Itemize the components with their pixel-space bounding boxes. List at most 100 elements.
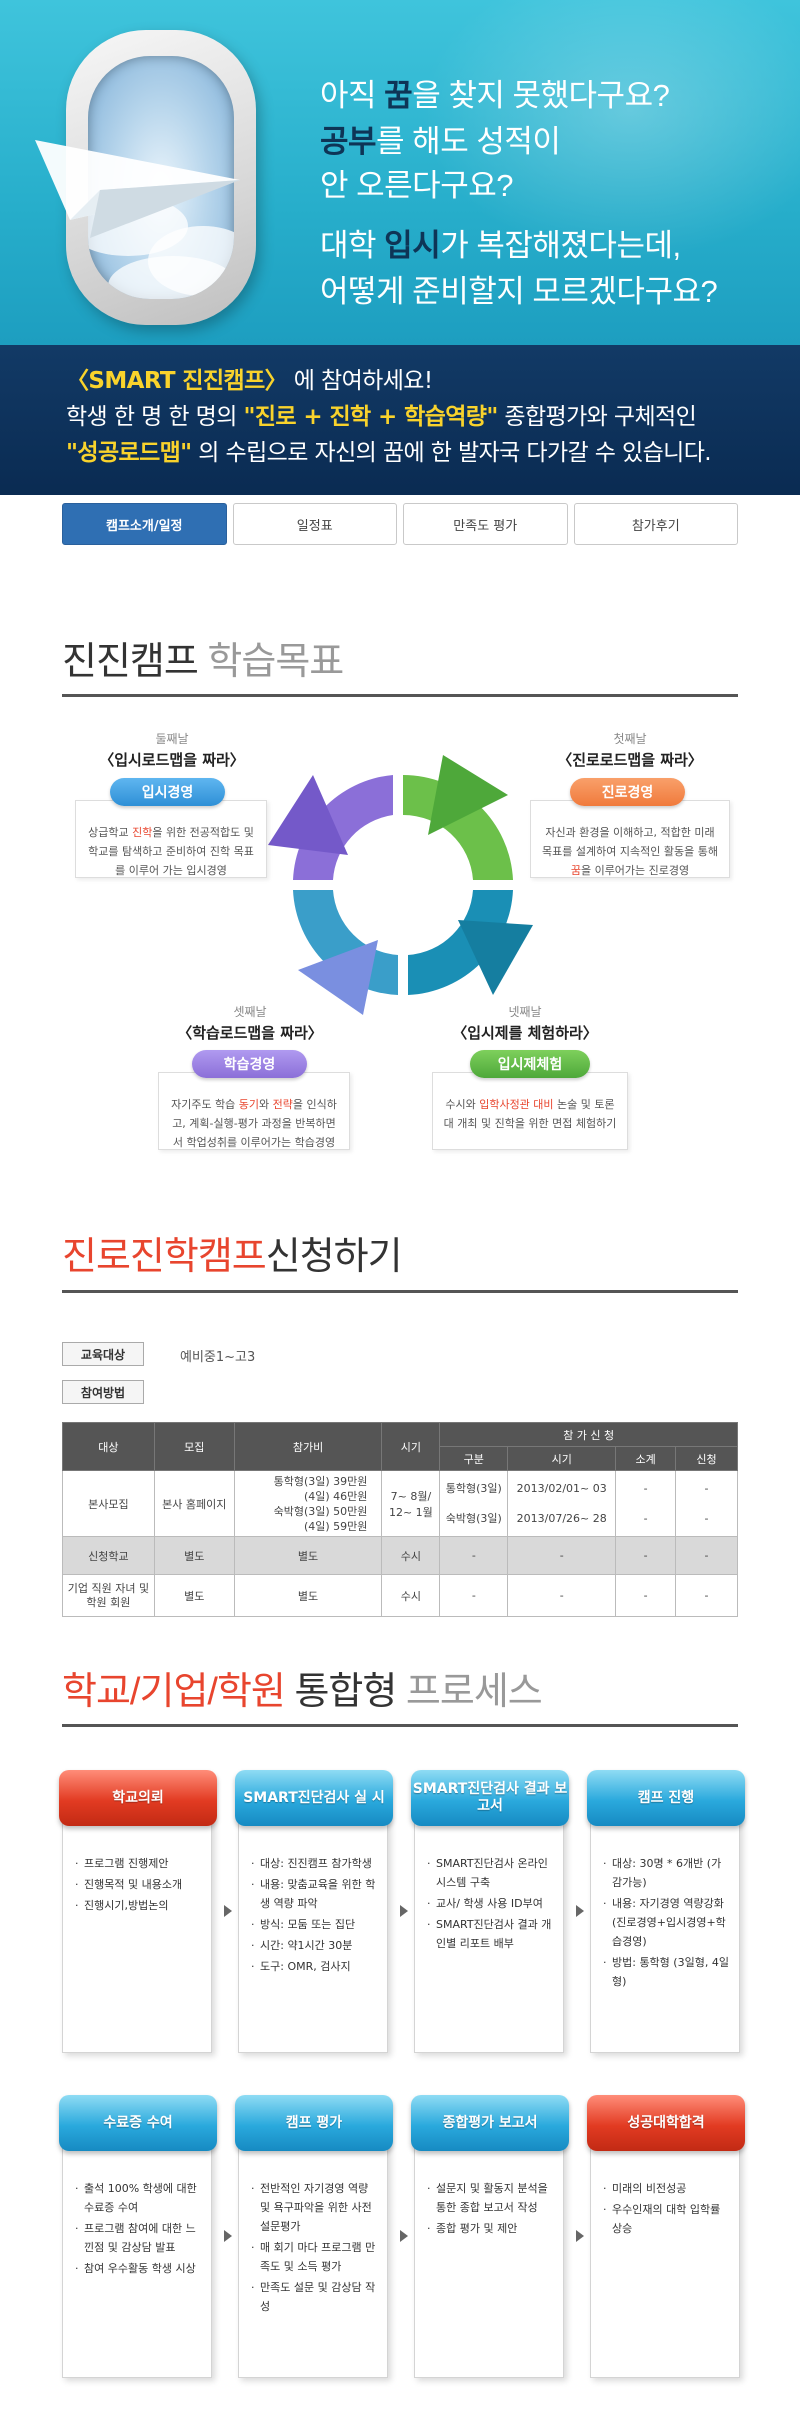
process-card-header: 종합평가 보고서 xyxy=(411,2095,569,2151)
cell-subtotal: -- xyxy=(615,1470,677,1537)
process-card-list: 출석 100% 학생에 대한 수료증 수여 프로그램 참여에 대한 느낀점 및 … xyxy=(75,2179,203,2280)
next-arrow-icon xyxy=(400,2230,408,2242)
hero-line-5: 어떻게 준비할지 모르겠다구요? xyxy=(320,274,718,309)
next-arrow-icon xyxy=(576,1905,584,1917)
next-arrow-icon xyxy=(400,1905,408,1917)
tab-schedule[interactable]: 일정표 xyxy=(232,503,397,545)
tab-camp-intro[interactable]: 캠프소개/일정 xyxy=(62,503,227,545)
th-fee: 참가비 xyxy=(233,1422,383,1471)
process-card-list: 미래의 비전성공 우수인재의 대학 입학률 상승 xyxy=(603,2179,731,2240)
goal-day2-box: 상급학교 진학을 위한 전공적합도 및 학교를 탐색하고 준비하여 진학 목표를… xyxy=(75,800,267,878)
list-item: 참여 우수활동 학생 시상 xyxy=(75,2259,203,2278)
list-item: SMART진단검사 결과 개인별 리포트 배부 xyxy=(427,1915,555,1953)
process-card-header: 캠프 진행 xyxy=(587,1770,745,1826)
process-card-school-request: 학교의뢰 프로그램 진행제안 진행목적 및 내용소개 진행시기,방법논의 xyxy=(59,1770,217,2053)
list-item: SMART진단검사 온라인 시스템 구축 xyxy=(427,1854,555,1892)
list-item: 전반적인 자기경영 역량 및 욕구파악을 위한 사전 설문평가 xyxy=(251,2179,379,2236)
th-date: 시기 xyxy=(507,1446,617,1471)
intro-line-3: "성공로드맵" 의 수립으로 자신의 꿈에 한 발자국 다가갈 수 있습니다. xyxy=(66,440,712,466)
cell-apply: -- xyxy=(675,1470,738,1537)
cell-type: - xyxy=(439,1536,509,1575)
goal-day1-box: 자신과 환경을 이해하고, 적합한 미래 목표를 설계하여 지속적인 활동을 통… xyxy=(530,800,730,878)
apply-title: 진로진학캠프신청하기 xyxy=(62,1236,403,1278)
goal-day4-box: 수시와 입학사정관 대비 논술 및 토론대 개최 및 진학을 위한 면접 체험하… xyxy=(432,1072,628,1150)
cell-apply: - xyxy=(675,1536,738,1575)
process-card-list: 대상: 진진캠프 참가학생 내용: 맞춤교육을 위한 학생 역량 파악 방식: … xyxy=(251,1854,379,1978)
target-value: 예비중1~고3 xyxy=(180,1350,256,1365)
process-card-list: 프로그램 진행제안 진행목적 및 내용소개 진행시기,방법논의 xyxy=(75,1854,203,1917)
th-application: 참 가 신 청 xyxy=(439,1422,738,1447)
method-label: 참여방법 xyxy=(62,1380,144,1404)
process-divider xyxy=(62,1724,738,1727)
cell-date: - xyxy=(507,1574,617,1617)
process-card-header: 캠프 평가 xyxy=(235,2095,393,2151)
cell-recruit: 별도 xyxy=(153,1536,235,1575)
list-item: 진행시기,방법논의 xyxy=(75,1896,203,1915)
goal-day3-box: 자기주도 학습 동기와 전략을 인식하고, 계획-실행-평가 과정을 반복하면서… xyxy=(158,1072,350,1150)
goal-day1-header: 첫째날 〈진로로드맵을 짜라〉 xyxy=(557,732,703,769)
cell-period: 수시 xyxy=(381,1536,441,1575)
goal-day4-pill: 입시제체험 xyxy=(470,1050,590,1078)
cell-recruit: 본사 홈페이지 xyxy=(153,1470,235,1537)
th-recruit: 모집 xyxy=(153,1422,235,1471)
hero-glow xyxy=(420,0,800,260)
list-item: 프로그램 진행제안 xyxy=(75,1854,203,1873)
list-item: 대상: 30명 * 6개반 (가감가능) xyxy=(603,1854,731,1892)
cell-target: 본사모집 xyxy=(62,1470,155,1537)
list-item: 출석 100% 학생에 대한 수료증 수여 xyxy=(75,2179,203,2217)
list-item: 내용: 자기경영 역량강화 (진로경영+입시경영+학습경영) xyxy=(603,1894,731,1951)
process-card-header: 성공대학합격 xyxy=(587,2095,745,2151)
hero-line-4: 대학 입시가 복잡해졌다는데, xyxy=(320,228,681,263)
intro-band: 〈SMART 진진캠프〉 에 참여하세요! 학생 한 명 한 명의 "진로 + … xyxy=(0,345,800,495)
list-item: 교사/ 학생 사용 ID부여 xyxy=(427,1894,555,1913)
process-card-certificate: 수료증 수여 출석 100% 학생에 대한 수료증 수여 프로그램 참여에 대한… xyxy=(59,2095,217,2378)
process-card-list: 대상: 30명 * 6개반 (가감가능) 내용: 자기경영 역량강화 (진로경영… xyxy=(603,1854,731,1993)
cell-apply: - xyxy=(675,1574,738,1617)
next-arrow-icon xyxy=(224,1905,232,1917)
process-card-diagnosis: SMART진단검사 실 시 대상: 진진캠프 참가학생 내용: 맞춤교육을 위한… xyxy=(235,1770,393,2053)
list-item: 시간: 약1시간 30분 xyxy=(251,1936,379,1955)
hero-banner: 아직 꿈을 찾지 못했다구요? 공부를 해도 성적이 안 오른다구요? 대학 입… xyxy=(0,0,800,345)
list-item: 방식: 모둠 또는 집단 xyxy=(251,1915,379,1934)
apply-divider xyxy=(62,1290,738,1293)
cell-date: - xyxy=(507,1536,617,1575)
goal-day1-pill: 진로경영 xyxy=(570,778,685,806)
list-item: 도구: OMR, 검사지 xyxy=(251,1957,379,1976)
process-card-list: 설문지 및 활동지 분석을 통한 종합 보고서 작성 종합 평가 및 제안 xyxy=(427,2179,555,2240)
process-card-camp-run: 캠프 진행 대상: 30명 * 6개반 (가감가능) 내용: 자기경영 역량강화… xyxy=(587,1770,745,2053)
list-item: 대상: 진진캠프 참가학생 xyxy=(251,1854,379,1873)
cell-fee: 별도 xyxy=(233,1536,383,1575)
list-item: 진행목적 및 내용소개 xyxy=(75,1875,203,1894)
goals-title: 진진캠프 학습목표 xyxy=(62,641,344,683)
list-item: 만족도 설문 및 감상담 작성 xyxy=(251,2278,379,2316)
cell-type: - xyxy=(439,1574,509,1617)
tab-satisfaction[interactable]: 만족도 평가 xyxy=(403,503,568,545)
goal-day4-header: 넷째날 〈입시제를 체험하라〉 xyxy=(452,1005,598,1042)
paper-plane-icon xyxy=(35,140,240,238)
table-row: 본사모집 본사 홈페이지 통학형(3일) 39만원 (4일) 46만원 숙박형(3일… xyxy=(62,1470,738,1537)
list-item: 우수인재의 대학 입학률 상승 xyxy=(603,2200,731,2238)
process-card-success: 성공대학합격 미래의 비전성공 우수인재의 대학 입학률 상승 xyxy=(587,2095,745,2378)
tab-bar: 캠프소개/일정 일정표 만족도 평가 참가후기 xyxy=(62,503,738,545)
cell-date: 2013/02/01~ 03 2013/07/26~ 28 xyxy=(507,1470,617,1537)
cell-period: 수시 xyxy=(381,1574,441,1617)
process-card-list: 전반적인 자기경영 역량 및 욕구파악을 위한 사전 설문평가 매 회기 마다 … xyxy=(251,2179,379,2318)
cell-subtotal: - xyxy=(615,1574,677,1617)
intro-line-1: 〈SMART 진진캠프〉 에 참여하세요! xyxy=(66,368,433,394)
next-arrow-icon xyxy=(224,2230,232,2242)
th-period: 시기 xyxy=(381,1422,441,1471)
process-card-final-report: 종합평가 보고서 설문지 및 활동지 분석을 통한 종합 보고서 작성 종합 평… xyxy=(411,2095,569,2378)
th-target: 대상 xyxy=(62,1422,155,1471)
table-row: 신청학교 별도 별도 수시 - - - - xyxy=(62,1536,738,1575)
cell-period: 7~ 8월/ 12~ 1월 xyxy=(381,1470,441,1537)
hero-line-3: 안 오른다구요? xyxy=(320,168,513,203)
list-item: 방법: 통학형 (3일형, 4일형) xyxy=(603,1953,731,1991)
tab-reviews[interactable]: 참가후기 xyxy=(573,503,738,545)
cell-recruit: 별도 xyxy=(153,1574,235,1617)
goal-day2-pill: 입시경영 xyxy=(110,778,225,806)
goal-day3-pill: 학습경영 xyxy=(192,1050,307,1078)
application-table: 대상 모집 참가비 시기 참 가 신 청 구분 시기 소계 신청 본사모집 본사… xyxy=(62,1422,738,1617)
cell-target: 신청학교 xyxy=(62,1536,155,1575)
target-label: 교육대상 xyxy=(62,1342,144,1366)
th-apply: 신청 xyxy=(675,1446,738,1471)
